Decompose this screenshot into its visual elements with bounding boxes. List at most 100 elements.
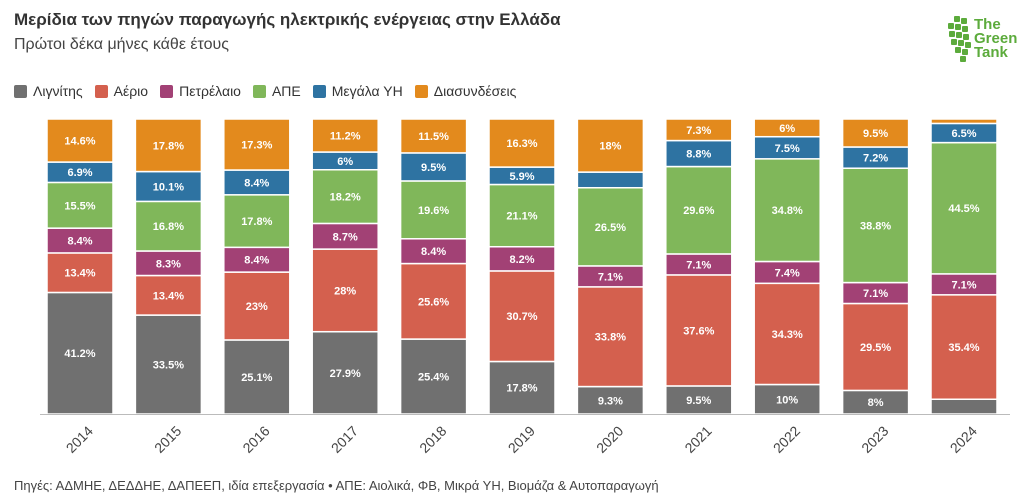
data-label: 25.6% — [418, 296, 449, 308]
data-label: 8.8% — [686, 149, 711, 161]
source-note: Πηγές: ΑΔΜΗΕ, ΔΕΔΔΗΕ, ΔΑΠΕΕΠ, ιδία επεξε… — [14, 478, 659, 493]
bar-segment — [576, 118, 645, 173]
data-label: 7.3% — [686, 125, 711, 137]
data-label: 8.4% — [67, 236, 92, 248]
bar-segment — [399, 338, 468, 415]
bar-segment — [46, 291, 114, 415]
bar-segment — [311, 118, 379, 153]
bar-segment — [841, 118, 910, 148]
legend-label: ΑΠΕ — [271, 83, 301, 99]
legend-swatch — [14, 84, 27, 98]
legend-label: Διασυνδέσεις — [433, 83, 517, 99]
data-label: 38.8% — [860, 220, 891, 232]
data-label: 13.4% — [64, 268, 95, 280]
bar-segment — [576, 186, 645, 267]
data-label: 25.1% — [241, 372, 272, 384]
bar-segment — [46, 118, 114, 163]
bar-segment — [223, 339, 291, 415]
chart-subtitle: Πρώτοι δέκα μήνες κάθε έτους — [14, 36, 229, 53]
data-label: 11.5% — [418, 131, 449, 143]
legend-swatch — [160, 84, 174, 98]
bar-segment — [753, 118, 821, 138]
data-label: 35.4% — [948, 342, 979, 354]
legend-item: Αέριο — [94, 83, 148, 99]
bar-segment — [753, 282, 821, 386]
x-tick-label: 2023 — [858, 422, 891, 455]
data-label: 18% — [599, 141, 621, 153]
legend-label: Πετρέλαιο — [179, 83, 241, 99]
data-label: 8.2% — [509, 254, 534, 266]
bar-segment — [576, 171, 645, 189]
data-label: 8.7% — [333, 231, 358, 243]
bar-segment — [930, 118, 998, 125]
data-label: 6.9% — [67, 167, 92, 179]
logo-line-3: Tank — [974, 44, 1008, 61]
bar-segment — [134, 274, 203, 316]
data-label: 16.8% — [153, 221, 184, 233]
data-label: 7.4% — [775, 267, 800, 279]
bar-segment — [665, 118, 733, 142]
data-label: 17.8% — [241, 216, 272, 228]
legend-swatch — [252, 84, 266, 98]
legend-label: Λιγνίτης — [33, 83, 83, 99]
x-tick-label: 2017 — [328, 422, 361, 455]
data-label: 8.4% — [244, 177, 269, 189]
data-label: 7.2% — [863, 153, 888, 165]
bar-segment — [930, 398, 998, 415]
data-label: 34.3% — [772, 329, 803, 341]
data-label: 28% — [334, 285, 356, 297]
data-label: 10.1% — [153, 181, 184, 193]
bar-segment — [488, 118, 556, 168]
x-tick-label: 2019 — [505, 422, 538, 455]
data-label: 27.9% — [330, 368, 361, 380]
legend-item: Διασυνδέσεις — [414, 83, 517, 99]
data-label: 8% — [868, 397, 884, 409]
data-label: 37.6% — [683, 325, 714, 337]
x-tick-label: 2020 — [593, 422, 626, 455]
x-tick-label: 2014 — [63, 422, 96, 455]
data-label: 41.2% — [64, 348, 95, 360]
data-label: 7.1% — [863, 288, 888, 300]
data-label: 7.1% — [598, 271, 623, 283]
bar-segment — [311, 248, 379, 333]
bar-segment — [134, 118, 203, 173]
data-label: 29.5% — [860, 342, 891, 354]
data-label: 5.9% — [509, 171, 534, 183]
bar-segment — [134, 314, 203, 415]
x-tick-label: 2022 — [770, 422, 803, 455]
data-label: 44.5% — [948, 203, 979, 215]
bar-segment — [930, 141, 998, 275]
data-label: 13.4% — [153, 290, 184, 302]
bar-segment — [399, 180, 468, 240]
data-label: 9.5% — [686, 395, 711, 407]
bar-segment — [841, 167, 910, 284]
bar-segment — [665, 165, 733, 255]
stacked-bar-chart: 41.2% 13.4% 8.4% 15.5% 6.9% 14.6% 2014 33.5% 13.… — [40, 118, 1010, 456]
data-label: 29.6% — [683, 205, 714, 217]
x-tick-label: 2021 — [681, 422, 714, 455]
data-label: 33.5% — [153, 360, 184, 372]
logo-line-1: The — [974, 16, 1001, 33]
leaf-grid-icon — [948, 16, 971, 62]
bar-segment — [134, 200, 203, 252]
data-label: 17.8% — [153, 140, 184, 152]
logo-line-2: Green — [974, 30, 1018, 47]
data-label: 9.5% — [863, 128, 888, 140]
bar-segment — [399, 262, 468, 340]
legend: Λιγνίτης Αέριο Πετρέλαιο ΑΠΕ Μεγάλα ΥΗ Διασυν… — [14, 83, 528, 99]
data-label: 10% — [776, 394, 798, 406]
data-label: 11.2% — [330, 131, 361, 143]
legend-swatch — [94, 84, 108, 98]
data-label: 9.3% — [598, 395, 623, 407]
data-label: 33.8% — [595, 332, 626, 344]
bar-segment — [576, 286, 645, 388]
data-label: 8.4% — [244, 255, 269, 267]
data-label: 7.1% — [686, 259, 711, 271]
logo-text: The Green Tank — [974, 16, 1018, 61]
bar-segment — [223, 246, 291, 273]
data-label: 26.5% — [595, 222, 626, 234]
bar-segment — [665, 274, 733, 387]
data-label: 14.6% — [64, 136, 95, 148]
legend-item: Μεγάλα ΥΗ — [312, 83, 403, 99]
data-label: 23% — [246, 301, 268, 313]
